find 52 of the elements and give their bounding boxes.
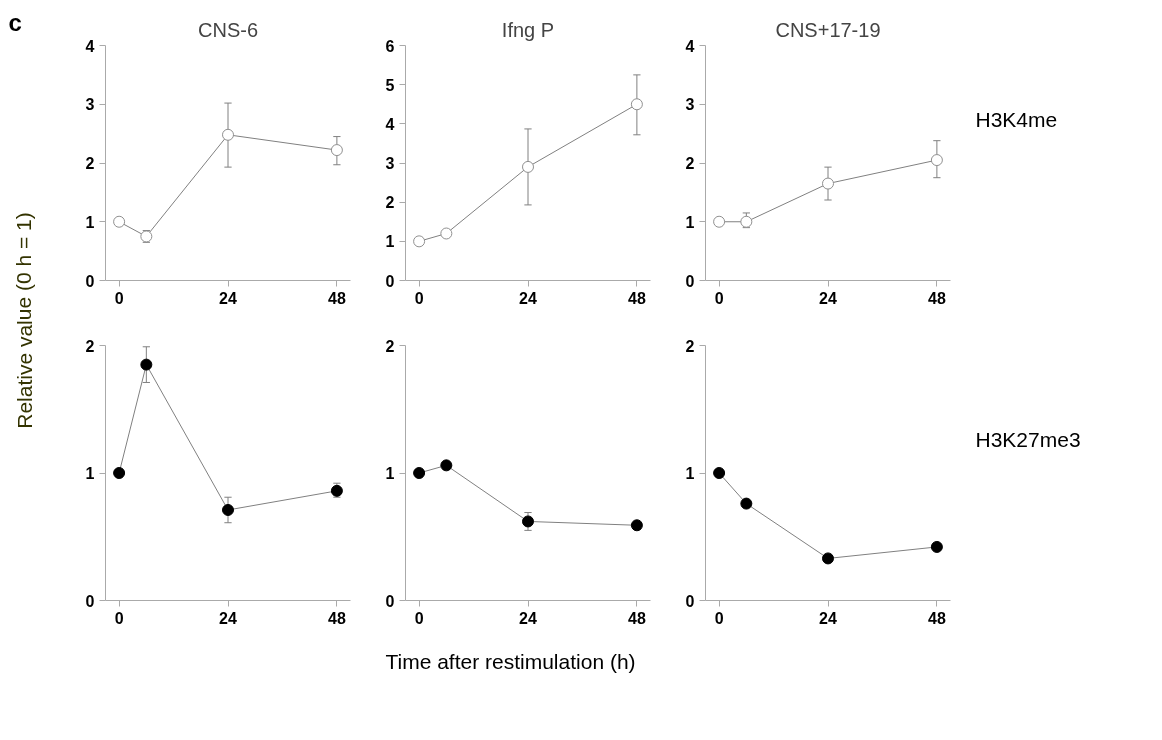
y-tick-label: 3 — [385, 155, 395, 172]
chart-title: CNS-6 — [198, 18, 259, 41]
x-tick-label: 24 — [519, 609, 537, 627]
y-tick-label: 5 — [385, 76, 395, 94]
y-tick-label: 2 — [385, 194, 395, 212]
y-tick-label: 0 — [85, 272, 95, 290]
x-tick-label: 48 — [327, 609, 346, 627]
y-axis-title: Relative value (0 h = 1) — [12, 212, 36, 429]
x-tick-label: 0 — [114, 289, 124, 307]
y-tick-label: 1 — [85, 465, 95, 482]
chart-title: Ifng P — [501, 18, 555, 41]
x-tick-label: 24 — [219, 609, 237, 627]
y-tick-label: 2 — [385, 337, 395, 355]
y-tick-label: 6 — [385, 37, 395, 55]
x-tick-label: 0 — [714, 289, 724, 307]
y-tick-label: 3 — [85, 96, 95, 114]
text: c — [8, 8, 22, 36]
y-tick-label: 1 — [385, 233, 395, 251]
chart-title: CNS+17-19 — [775, 18, 881, 41]
text: H3K4me — [975, 107, 1058, 131]
y-tick-label: 1 — [385, 465, 395, 482]
y-tick-label: 2 — [685, 337, 695, 355]
x-tick-label: 0 — [414, 609, 424, 627]
x-tick-label: 24 — [819, 289, 837, 307]
y-tick-label: 0 — [385, 592, 395, 610]
y-tick-label: 0 — [685, 272, 695, 290]
x-axis-title: Time after restimulation (h) — [385, 649, 636, 673]
y-tick-label: 3 — [685, 96, 695, 114]
y-tick-label: 4 — [385, 115, 395, 133]
y-tick-label: 1 — [685, 465, 695, 482]
y-tick-label: 2 — [85, 337, 95, 355]
y-tick-label: 1 — [685, 213, 695, 231]
y-tick-label: 1 — [85, 213, 95, 231]
x-tick-label: 24 — [219, 289, 237, 307]
text: H3K27me3 — [975, 427, 1081, 451]
y-tick-label: 0 — [685, 592, 695, 610]
x-tick-label: 0 — [714, 609, 724, 627]
y-tick-label: 4 — [685, 37, 695, 55]
y-tick-label: 0 — [385, 272, 395, 290]
x-tick-label: 24 — [819, 609, 837, 627]
x-tick-label: 48 — [927, 289, 946, 307]
y-tick-label: 2 — [685, 155, 695, 172]
x-tick-label: 48 — [627, 289, 646, 307]
x-tick-label: 48 — [627, 609, 646, 627]
x-tick-label: 0 — [414, 289, 424, 307]
y-tick-label: 4 — [85, 37, 95, 55]
y-tick-label: 2 — [85, 155, 95, 172]
x-tick-label: 0 — [114, 609, 124, 627]
y-tick-label: 0 — [85, 592, 95, 610]
x-tick-label: 24 — [519, 289, 537, 307]
x-tick-label: 48 — [327, 289, 346, 307]
x-tick-label: 48 — [927, 609, 946, 627]
